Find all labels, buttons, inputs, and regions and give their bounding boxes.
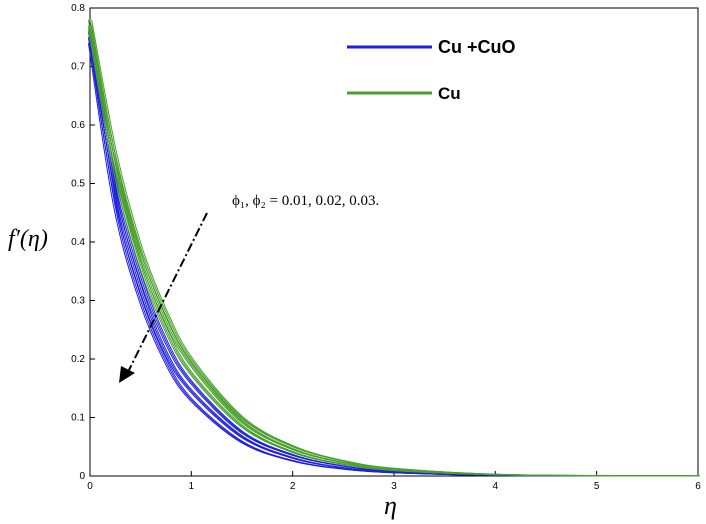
- x-tick-label: 0: [87, 481, 93, 492]
- y-tick-label: 0.7: [71, 62, 85, 73]
- y-tick-label: 0.5: [71, 179, 85, 190]
- y-tick-label: 0: [79, 471, 85, 482]
- annotation-text: ϕ₁, ϕ₂ = 0.01, 0.02, 0.03.: [232, 193, 379, 209]
- x-tick-label: 3: [391, 481, 397, 492]
- legend-label-cu-cuo: Cu +CuO: [438, 37, 516, 57]
- x-tick-label: 2: [290, 481, 296, 492]
- y-tick-label: 0.2: [71, 354, 85, 365]
- series-line-cu-0.03: [91, 28, 700, 477]
- legend-label-cu: Cu: [438, 84, 461, 103]
- x-tick-label: 5: [594, 481, 600, 492]
- y-axis-label: f′(η): [8, 226, 48, 252]
- y-tick-label: 0.6: [71, 120, 85, 131]
- x-tick-label: 6: [695, 481, 701, 492]
- annotation-arrow: [119, 212, 208, 383]
- legend: Cu +CuO Cu: [347, 37, 516, 103]
- x-tick-label: 4: [493, 481, 499, 492]
- y-tick-label: 0.3: [71, 296, 85, 307]
- y-tick-label: 0.8: [71, 3, 85, 14]
- axis-ticks: 0 1 2 3 4 5 6 0 0.1 0.2 0.3 0.4 0.5 0.6 0.7 0.8: [71, 3, 701, 492]
- series-lines: [87, 19, 700, 477]
- y-tick-label: 0.1: [71, 413, 85, 424]
- x-axis-label: η: [384, 491, 397, 520]
- y-tick-label: 0.4: [71, 237, 85, 248]
- x-tick-label: 1: [189, 481, 195, 492]
